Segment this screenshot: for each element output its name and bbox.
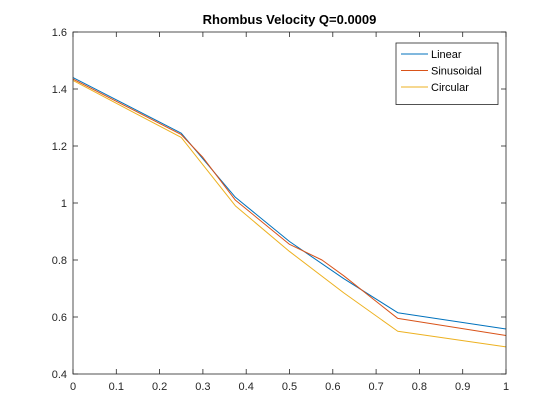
x-tick-label: 0.8 — [412, 381, 427, 393]
x-tick-label: 0.9 — [455, 381, 470, 393]
y-tick-label: 1.4 — [52, 84, 67, 96]
y-tick-label: 0.6 — [52, 312, 67, 324]
legend: Linear Sinusoidal Circular — [395, 42, 499, 105]
series-line-linear — [72, 77, 507, 330]
legend-box — [395, 42, 499, 105]
y-tick-label: 0.8 — [52, 255, 67, 267]
x-tick-label: 0 — [70, 381, 76, 393]
chart-title: Rhombus Velocity Q=0.0009 — [203, 12, 377, 27]
x-tick-label: 0.5 — [282, 381, 297, 393]
x-tick-label: 0.1 — [109, 381, 124, 393]
legend-label-linear: Linear — [431, 49, 462, 61]
x-tick-label: 1 — [503, 381, 509, 393]
x-tick-label: 0.4 — [239, 381, 254, 393]
axes-layer: 0 0.1 0.2 0.3 0.4 0.5 0.6 0.7 0.8 0.9 1 0.4 0.6 0.8 1 1… — [52, 27, 509, 393]
x-tick-label: 0.7 — [368, 381, 383, 393]
y-tick-label: 1 — [61, 198, 67, 210]
x-tick-label: 0.6 — [325, 381, 340, 393]
y-tick-label: 0.4 — [52, 369, 67, 381]
series-layer — [72, 77, 507, 348]
series-line-sinusoidal — [72, 78, 507, 337]
x-tick-label: 0.3 — [195, 381, 210, 393]
series-line-circular — [72, 80, 507, 348]
y-tick-label: 1.6 — [52, 27, 67, 39]
legend-label-circular: Circular — [431, 82, 469, 94]
x-tick-label: 0.2 — [152, 381, 167, 393]
legend-label-sinusoidal: Sinusoidal — [431, 66, 482, 78]
y-tick-label: 1.2 — [52, 141, 67, 153]
